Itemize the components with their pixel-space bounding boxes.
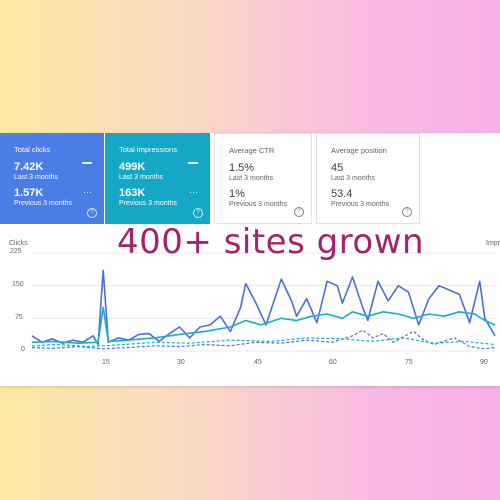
performance-panel: Total clicks 7.42K Last 3 months 1.57K P… bbox=[0, 133, 500, 386]
card-current-label: Last 3 months bbox=[229, 175, 273, 182]
card-previous-value: 163K bbox=[119, 187, 146, 199]
card-current-label: Last 3 months bbox=[331, 175, 375, 182]
overlay-headline: 400+ sites grown bbox=[117, 222, 425, 262]
previous-period-series-line bbox=[31, 329, 496, 350]
current-period-series-line bbox=[31, 306, 496, 344]
card-previous-label: Previous 3 months bbox=[229, 201, 287, 208]
x-tick-label: 75 bbox=[405, 359, 413, 366]
solid-line-legend-icon bbox=[82, 162, 92, 164]
y-tick-label: 75 bbox=[15, 314, 23, 321]
help-icon[interactable]: ? bbox=[402, 207, 412, 217]
y-tick-label: 150 bbox=[12, 281, 24, 288]
x-tick-label: 45 bbox=[254, 359, 262, 366]
help-icon[interactable]: ? bbox=[294, 207, 304, 217]
x-tick-label: 30 bbox=[177, 359, 185, 366]
card-current-label: Last 3 months bbox=[119, 174, 163, 181]
y-tick-label: 0 bbox=[21, 346, 25, 353]
total-clicks-card[interactable]: Total clicks 7.42K Last 3 months 1.57K P… bbox=[0, 133, 104, 224]
solid-line-legend-icon bbox=[188, 162, 198, 164]
card-title: Average CTR bbox=[229, 146, 275, 155]
card-title: Total clicks bbox=[14, 145, 51, 154]
card-title: Average position bbox=[331, 146, 387, 155]
card-previous-value: 1.57K bbox=[14, 187, 44, 199]
x-tick-label: 15 bbox=[102, 359, 110, 366]
previous-period-series-line bbox=[31, 337, 496, 348]
card-previous-value: 53.4 bbox=[331, 188, 353, 200]
card-current-label: Last 3 months bbox=[14, 174, 58, 181]
card-previous-value: 1% bbox=[229, 188, 245, 200]
card-current-value: 7.42K bbox=[14, 161, 44, 173]
total-impressions-card[interactable]: Total impressions 499K Last 3 months 163… bbox=[105, 133, 210, 224]
y-axis-title: Clicks bbox=[9, 240, 28, 247]
help-icon[interactable]: ? bbox=[193, 208, 203, 218]
card-current-value: 45 bbox=[331, 162, 344, 174]
card-title: Total impressions bbox=[119, 145, 177, 154]
metric-cards: Total clicks 7.42K Last 3 months 1.57K P… bbox=[0, 133, 500, 229]
y-tick-label: 225 bbox=[10, 248, 22, 255]
card-previous-label: Previous 3 months bbox=[331, 201, 389, 208]
current-period-series-line bbox=[31, 269, 496, 346]
clicks-impressions-chart[interactable] bbox=[0, 133, 500, 386]
card-previous-label: Previous 3 months bbox=[14, 200, 72, 207]
average-position-card[interactable]: Average position 45 Last 3 months 53.4 P… bbox=[316, 133, 420, 224]
dashed-line-legend-icon: ··· bbox=[189, 187, 198, 197]
x-tick-label: 60 bbox=[329, 359, 337, 366]
help-icon[interactable]: ? bbox=[87, 208, 97, 218]
x-tick-label: 90 bbox=[480, 359, 488, 366]
card-current-value: 499K bbox=[119, 161, 146, 173]
dashed-line-legend-icon: ··· bbox=[83, 187, 92, 197]
card-current-value: 1.5% bbox=[229, 162, 255, 174]
chart-series bbox=[31, 269, 496, 350]
card-previous-label: Previous 3 months bbox=[119, 200, 177, 207]
y2-axis-title: Impr bbox=[486, 240, 500, 247]
average-ctr-card[interactable]: Average CTR 1.5% Last 3 months 1% Previo… bbox=[214, 133, 312, 224]
